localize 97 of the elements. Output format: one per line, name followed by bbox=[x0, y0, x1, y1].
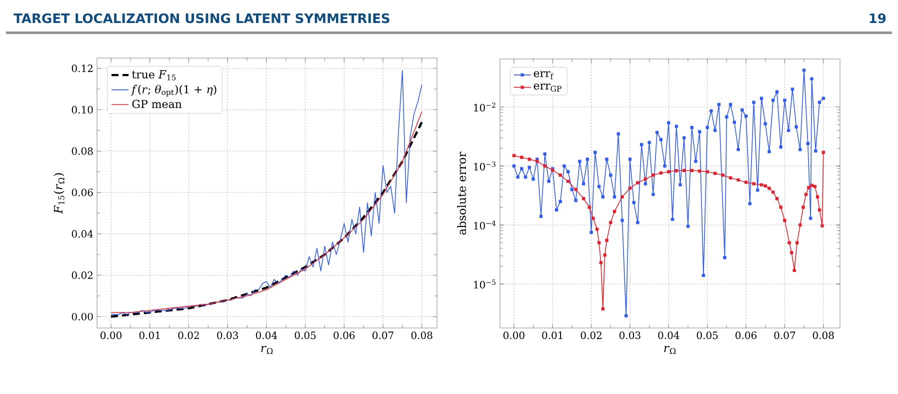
point bbox=[822, 150, 825, 154]
point bbox=[804, 192, 808, 196]
point bbox=[674, 169, 678, 172]
x-tick-label: 0.02 bbox=[580, 332, 602, 340]
x-tick-label: 0.06 bbox=[334, 332, 355, 340]
x-tick-label: 0.08 bbox=[812, 332, 834, 340]
point bbox=[698, 169, 702, 173]
x-tick-label: 0.05 bbox=[294, 332, 316, 340]
y-axis-title: absolute error bbox=[457, 152, 466, 235]
legend-label: err$_{GP}$ bbox=[534, 84, 562, 92]
point bbox=[807, 186, 810, 190]
point bbox=[520, 156, 524, 159]
text: f(r; θ$_{opt}$)(1 + η) bbox=[131, 84, 216, 97]
x-axis-title: r$_{Ω}$ bbox=[261, 346, 273, 354]
x-tick-label: 0.04 bbox=[256, 332, 278, 340]
point bbox=[636, 181, 640, 184]
text: 19 bbox=[870, 13, 886, 24]
point bbox=[599, 261, 603, 264]
x-tick-label: 0.02 bbox=[178, 332, 199, 340]
point bbox=[558, 174, 562, 177]
point bbox=[603, 253, 606, 257]
point bbox=[597, 241, 601, 244]
x-tick-label: 0.03 bbox=[217, 332, 238, 340]
point bbox=[721, 174, 724, 177]
y-tick-label: 10$^{−4}$ bbox=[474, 220, 496, 230]
point bbox=[760, 183, 764, 186]
point bbox=[588, 206, 591, 209]
point bbox=[690, 168, 694, 172]
x-tick-label: 0.07 bbox=[774, 332, 796, 340]
point bbox=[764, 184, 767, 188]
point bbox=[810, 184, 814, 187]
legend-label: err$_{f}$ bbox=[534, 71, 554, 80]
point bbox=[790, 251, 794, 254]
point bbox=[528, 158, 531, 161]
point bbox=[566, 180, 570, 183]
y-axis-title: F$_{15}$(r$_{Ω}$) bbox=[54, 173, 64, 214]
point bbox=[595, 228, 599, 231]
y-tick-label: 10$^{−2}$ bbox=[474, 102, 496, 112]
point bbox=[574, 188, 578, 192]
y-tick-label: 0.08 bbox=[72, 147, 93, 155]
point bbox=[644, 177, 648, 181]
point bbox=[818, 208, 822, 212]
legend-label: GP mean bbox=[132, 100, 182, 108]
y-tick-label: 0.12 bbox=[72, 64, 92, 72]
x-tick-label: 0.00 bbox=[503, 332, 524, 340]
y-tick-label: 0.10 bbox=[72, 106, 93, 114]
y-tick-label: 0.04 bbox=[72, 230, 93, 238]
point bbox=[706, 170, 709, 174]
point bbox=[820, 224, 824, 228]
point bbox=[601, 307, 604, 310]
x-tick-label: 0.00 bbox=[100, 332, 122, 340]
point bbox=[813, 184, 816, 188]
y-tick-label: 0.00 bbox=[72, 312, 93, 320]
x-tick-label: 0.03 bbox=[619, 332, 640, 340]
point bbox=[713, 172, 717, 175]
point bbox=[798, 223, 802, 227]
x-tick-label: 0.08 bbox=[411, 332, 432, 340]
x-tick-label: 0.07 bbox=[372, 332, 394, 340]
x-tick-label: 0.05 bbox=[696, 332, 718, 340]
text: TARGET LOCALIZATION USING LATENT SYMMETRIES bbox=[14, 13, 390, 24]
y-tick-label: 10$^{−3}$ bbox=[474, 162, 496, 170]
point bbox=[620, 195, 624, 198]
x-tick-label: 0.04 bbox=[658, 332, 680, 340]
point bbox=[736, 178, 740, 182]
y-tick-label: 0.06 bbox=[72, 188, 93, 196]
point bbox=[609, 220, 612, 224]
point bbox=[816, 195, 820, 198]
y-tick-label: 0.02 bbox=[72, 271, 92, 280]
point bbox=[612, 210, 616, 214]
point bbox=[775, 197, 779, 200]
point bbox=[802, 206, 805, 209]
point bbox=[659, 171, 663, 175]
point bbox=[752, 182, 756, 186]
point bbox=[744, 180, 748, 184]
point bbox=[582, 197, 586, 200]
point bbox=[512, 154, 516, 158]
legend-label: true F$_{15}$ bbox=[132, 70, 176, 80]
point bbox=[792, 268, 796, 272]
x-tick-label: 0.01 bbox=[542, 332, 562, 340]
point bbox=[771, 190, 775, 194]
point bbox=[667, 170, 670, 174]
point bbox=[592, 216, 595, 220]
point bbox=[768, 186, 771, 190]
point bbox=[795, 241, 799, 244]
point bbox=[652, 174, 655, 177]
y-tick-label: 10$^{−5}$ bbox=[474, 280, 496, 288]
point bbox=[779, 206, 782, 209]
point bbox=[788, 241, 791, 244]
x-tick-label: 0.01 bbox=[139, 332, 160, 340]
point bbox=[728, 176, 732, 180]
point bbox=[628, 186, 632, 190]
point bbox=[682, 168, 686, 172]
x-tick-label: 0.06 bbox=[736, 332, 757, 340]
point bbox=[605, 238, 608, 242]
point bbox=[543, 164, 546, 168]
x-axis-title: r$_{Ω}$ bbox=[664, 346, 676, 354]
point bbox=[783, 218, 786, 222]
